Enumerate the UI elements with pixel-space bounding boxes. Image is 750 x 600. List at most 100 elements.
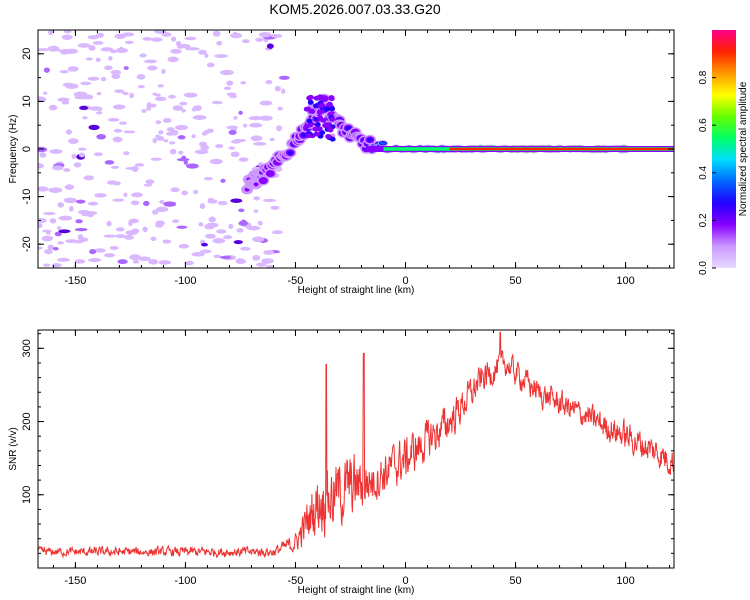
spectrogram-noise-speck [58, 215, 73, 221]
spectrogram-noise-speck [186, 261, 192, 265]
snr-x-tick-label: 50 [509, 575, 521, 587]
spectrogram-noise-speck [114, 89, 125, 94]
spectrogram-noise-speck [203, 177, 213, 181]
spectrogram-x-label: Height of straight line (km) [298, 285, 415, 296]
spectrogram-noise-speck [265, 80, 273, 85]
spectrogram-noise-speck [77, 43, 91, 48]
spectrogram-noise-speck [253, 142, 267, 146]
spectrogram-bump [326, 126, 333, 132]
snr-x-tick-label: 0 [402, 575, 408, 587]
spectrogram-noise-speck [75, 199, 86, 204]
spectrogram-noise-speck [110, 165, 120, 169]
spectrogram-noise-speck [143, 59, 158, 64]
spectrogram-noise-speck [54, 231, 62, 237]
spectrogram-noise-speck [85, 211, 98, 215]
spectrogram-noise-speck [109, 245, 119, 251]
spectrogram-noise-speck [96, 133, 106, 140]
spectrogram-y-tick-label: -10 [21, 189, 33, 205]
spectrogram-noise-speck [179, 101, 188, 106]
spectrogram-noise-speck [176, 225, 188, 229]
spectrogram-noise-speck [123, 66, 129, 70]
spectrogram-bump [306, 118, 313, 124]
spectrogram-bump [329, 136, 336, 142]
colorbar-gradient [712, 30, 736, 268]
spectrogram-noise-speck [93, 152, 103, 157]
spectrogram-noise-speck [148, 259, 159, 265]
spectrogram-noise-speck [154, 93, 161, 97]
snr-y-tick-label: 100 [21, 486, 33, 504]
colorbar-tick-label: 0.4 [698, 165, 709, 179]
spectrogram-noise-speck [49, 149, 63, 155]
spectrogram-noise-speck [176, 158, 190, 162]
spectrogram-noise-speck [138, 256, 151, 262]
spectrogram-noise-speck [156, 206, 169, 213]
spectrogram-noise-speck [49, 218, 57, 224]
spectrogram-noise-speck [175, 124, 189, 131]
spectrogram-noise-speck [38, 223, 43, 229]
spectrogram-noise-speck [281, 88, 286, 94]
spectrogram-noise-speck [106, 180, 118, 185]
spectrogram-noise-speck [198, 222, 204, 227]
spectrogram-noise-speck [161, 68, 166, 75]
spectrogram-bump [312, 103, 319, 109]
spectrogram-noise-speck [201, 131, 208, 136]
spectrogram-noise-speck [170, 36, 177, 42]
snr-frame [37, 329, 675, 569]
spectrogram-noise-speck [74, 259, 86, 264]
spectrogram-noise-speck [249, 122, 263, 128]
spectrogram-noise-speck [259, 100, 273, 106]
spectrogram-noise-speck [215, 144, 224, 149]
spectrogram-noise-speck [209, 158, 223, 165]
spectrogram-noise-speck [276, 125, 282, 132]
spectrogram-noise-speck [162, 117, 172, 123]
spectrogram-noise-speck [93, 248, 106, 253]
snr-plot-area [38, 330, 674, 568]
spectrogram-noise-speck [60, 51, 70, 55]
spectrogram-noise-speck [103, 234, 117, 238]
spectrogram-noise-speck [100, 76, 107, 82]
spectrogram-noise-speck [80, 81, 92, 86]
spectrogram-noise-speck [228, 146, 236, 150]
spectrogram-noise-speck [228, 223, 234, 229]
spectrogram-noise-speck [200, 249, 212, 254]
spectrogram-bump [325, 133, 332, 139]
spectrogram-noise-speck [240, 219, 247, 226]
spectrogram-noise-speck [73, 91, 88, 98]
spectrogram-noise-speck [52, 246, 59, 251]
spectrogram-noise-speck [63, 197, 77, 204]
spectrogram-noise-speck [109, 49, 118, 54]
spectrogram-noise-speck [38, 218, 47, 224]
spectrogram-noise-speck [57, 97, 70, 102]
spectrogram-noise-speck [108, 56, 113, 61]
spectrogram-noise-speck [169, 148, 177, 155]
spectrogram-noise-speck [65, 83, 79, 90]
spectrogram-noise-speck [250, 135, 263, 142]
spectrogram-noise-speck [128, 218, 140, 224]
spectrogram-noise-speck [123, 130, 136, 134]
spectrogram-bump [303, 123, 310, 129]
spectrogram-noise-speck [177, 135, 186, 140]
spectrogram-cells [38, 30, 674, 268]
spectrogram-noise-speck [51, 263, 62, 268]
snr-y-tick-label: 200 [21, 412, 33, 430]
spectrogram-noise-speck [181, 108, 186, 113]
spectrogram-noise-speck [155, 220, 165, 226]
spectrogram-bump [316, 126, 323, 132]
spectrogram-noise-speck [206, 62, 215, 68]
spectrogram-noise-speck [123, 192, 128, 198]
spectrogram-noise-speck [136, 74, 146, 80]
spectrogram-noise-speck [44, 249, 53, 255]
spectrogram-noise-speck [48, 30, 54, 36]
spectrogram-noise-speck [139, 53, 147, 58]
spectrogram-noise-speck [172, 105, 184, 111]
spectrogram-noise-speck [263, 250, 275, 255]
spectrogram-x-tick-label: 0 [402, 275, 408, 287]
spectrogram-y-label: Frequency (Hz) [8, 115, 19, 184]
spectrogram-noise-speck [161, 32, 172, 37]
spectrogram-noise-speck [253, 209, 259, 213]
spectrogram-noise-speck [106, 220, 112, 227]
spectrogram-y-tick-label: 0 [21, 146, 33, 152]
snr-y-ticks: 100 200 300 [21, 333, 674, 569]
spectrogram-noise-speck [167, 56, 179, 63]
